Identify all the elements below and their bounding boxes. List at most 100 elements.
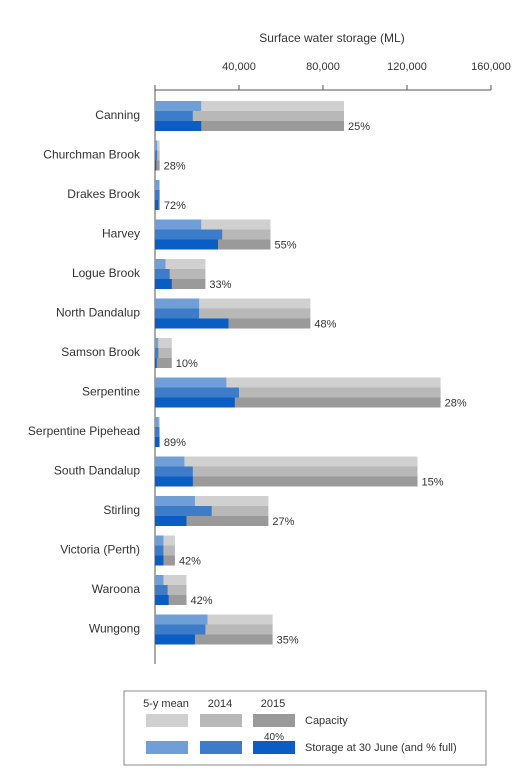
- storage-bar-north-dandalup-2015: [155, 318, 229, 329]
- capacity-bar-harvey-5-y-mean: [155, 219, 271, 230]
- x-tick-label: 160,000: [471, 61, 511, 73]
- percent-full-label-logue-brook: 33%: [209, 279, 231, 291]
- percent-full-label-stirling: 27%: [272, 516, 294, 528]
- percent-full-label-drakes-brook: 72%: [164, 200, 186, 212]
- storage-bar-south-dandalup-5-y-mean: [155, 456, 185, 467]
- storage-bar-victoria-perth-5-y-mean: [155, 535, 164, 546]
- storage-bar-stirling-5-y-mean: [155, 496, 195, 506]
- legend-swatch-capacity-2015: [253, 714, 295, 727]
- capacity-bar-wungong-5-y-mean: [155, 614, 273, 625]
- capacity-bar-wungong-2015: [155, 634, 273, 645]
- category-label-samson-brook: Samson Brook: [61, 345, 141, 359]
- percent-full-label-north-dandalup: 48%: [314, 319, 336, 331]
- category-label-canning: Canning: [95, 108, 140, 122]
- percent-full-label-serpentine: 28%: [445, 398, 467, 410]
- percent-full-label-wungong: 35%: [277, 635, 299, 647]
- category-label-logue-brook: Logue Brook: [72, 266, 141, 280]
- storage-bar-serpentine-pipehead-5-y-mean: [155, 417, 159, 427]
- legend-swatch-storage-2014: [200, 741, 242, 754]
- capacity-bar-canning-2014: [155, 111, 344, 121]
- storage-bar-stirling-2014: [155, 506, 212, 516]
- capacity-bar-north-dandalup-2014: [155, 308, 311, 319]
- storage-bar-logue-brook-2015: [155, 279, 172, 289]
- storage-bar-drakes-brook-2014: [155, 190, 160, 200]
- legend-header-5y-mean: 5-y mean: [143, 698, 189, 710]
- percent-full-label-south-dandalup: 15%: [422, 477, 444, 489]
- storage-bar-north-dandalup-5-y-mean: [155, 298, 200, 309]
- category-label-serpentine-pipehead: Serpentine Pipehead: [28, 424, 140, 438]
- capacity-bar-serpentine-2014: [155, 387, 441, 398]
- capacity-bar-victoria-perth-2015: [155, 555, 175, 566]
- category-label-churchman-brook: Churchman Brook: [43, 148, 141, 162]
- legend-swatch-capacity-5y-mean: [146, 714, 188, 727]
- percent-full-label-serpentine-pipehead: 89%: [164, 437, 186, 449]
- storage-bar-stirling-2015: [155, 516, 187, 526]
- category-label-victoria-perth: Victoria (Perth): [60, 543, 140, 557]
- legend-box: [123, 690, 487, 766]
- capacity-bar-serpentine-5-y-mean: [155, 377, 441, 388]
- capacity-bar-logue-brook-5-y-mean: [155, 259, 206, 269]
- storage-bar-churchman-brook-2015: [155, 160, 157, 171]
- storage-bar-wungong-5-y-mean: [155, 614, 208, 625]
- storage-bar-churchman-brook-2014: [155, 150, 158, 161]
- storage-bar-north-dandalup-2014: [155, 308, 200, 319]
- capacity-bar-logue-brook-2015: [155, 279, 206, 289]
- storage-bar-serpentine-pipehead-2014: [155, 427, 160, 437]
- legend-header-2015: 2015: [261, 698, 285, 710]
- capacity-bar-south-dandalup-5-y-mean: [155, 456, 418, 467]
- storage-bar-harvey-2014: [155, 229, 223, 240]
- capacity-bar-churchman-brook-5-y-mean: [155, 140, 160, 151]
- percent-full-label-waroona: 42%: [191, 595, 213, 607]
- capacity-bar-stirling-2015: [155, 516, 269, 526]
- x-tick-label: 120,000: [387, 61, 427, 73]
- x-tick-label: 80,000: [306, 61, 340, 73]
- storage-bar-canning-2014: [155, 111, 193, 121]
- category-label-south-dandalup: South Dandalup: [54, 464, 140, 478]
- storage-bar-victoria-perth-2014: [155, 545, 164, 556]
- x-axis-title: Surface water storage (ML): [259, 31, 404, 45]
- capacity-bar-churchman-brook-2015: [155, 160, 160, 171]
- capacity-bar-waroona-2014: [155, 585, 187, 595]
- storage-bar-wungong-2015: [155, 634, 195, 645]
- storage-bar-logue-brook-2014: [155, 269, 170, 279]
- capacity-bar-canning-5-y-mean: [155, 101, 344, 111]
- storage-bar-samson-brook-5-y-mean: [155, 338, 159, 348]
- x-tick-label: 40,000: [222, 61, 256, 73]
- capacity-bar-victoria-perth-2014: [155, 545, 175, 556]
- category-label-wungong: Wungong: [89, 622, 140, 636]
- capacity-bar-canning-2015: [155, 121, 344, 131]
- storage-bar-victoria-perth-2015: [155, 555, 164, 566]
- capacity-bar-waroona-5-y-mean: [155, 575, 187, 585]
- legend-stray-percent: 40%: [264, 732, 284, 743]
- storage-bar-harvey-2015: [155, 239, 218, 250]
- category-label-serpentine: Serpentine: [82, 385, 140, 399]
- bars: 25% 28% 72% 55% 33% 48% 10% 28% 89% 15% 27% 42% 42% 3…: [155, 101, 467, 647]
- capacity-bar-samson-brook-2014: [155, 348, 172, 358]
- x-axis: 40,000 80,000 120,000 160,000: [154, 61, 511, 664]
- category-label-drakes-brook: Drakes Brook: [67, 187, 141, 201]
- storage-bar-wungong-2014: [155, 624, 206, 635]
- capacity-bar-logue-brook-2014: [155, 269, 206, 279]
- storage-bar-drakes-brook-2015: [155, 200, 159, 210]
- capacity-bar-south-dandalup-2014: [155, 466, 418, 477]
- legend-header-2014: 2014: [208, 698, 232, 710]
- capacity-bar-samson-brook-5-y-mean: [155, 338, 172, 348]
- storage-bar-serpentine-2014: [155, 387, 239, 398]
- category-label-harvey: Harvey: [102, 227, 140, 241]
- legend: 5-y mean 2014 2015 Capacity 40% Storage …: [123, 690, 487, 766]
- storage-bar-samson-brook-2015: [155, 358, 157, 368]
- capacity-bar-samson-brook-2015: [155, 358, 172, 368]
- capacity-bar-south-dandalup-2015: [155, 476, 418, 487]
- storage-bar-canning-5-y-mean: [155, 101, 202, 111]
- legend-swatch-capacity-2014: [200, 714, 242, 727]
- percent-full-label-victoria-perth: 42%: [179, 556, 201, 568]
- capacity-bar-north-dandalup-5-y-mean: [155, 298, 311, 309]
- legend-swatch-storage-5y-mean: [146, 741, 188, 754]
- storage-bar-waroona-2015: [155, 595, 169, 605]
- capacity-bar-stirling-5-y-mean: [155, 496, 269, 506]
- storage-bar-samson-brook-2014: [155, 348, 159, 358]
- storage-bar-waroona-2014: [155, 585, 168, 595]
- capacity-bar-serpentine-2015: [155, 397, 441, 408]
- storage-bar-logue-brook-5-y-mean: [155, 259, 166, 269]
